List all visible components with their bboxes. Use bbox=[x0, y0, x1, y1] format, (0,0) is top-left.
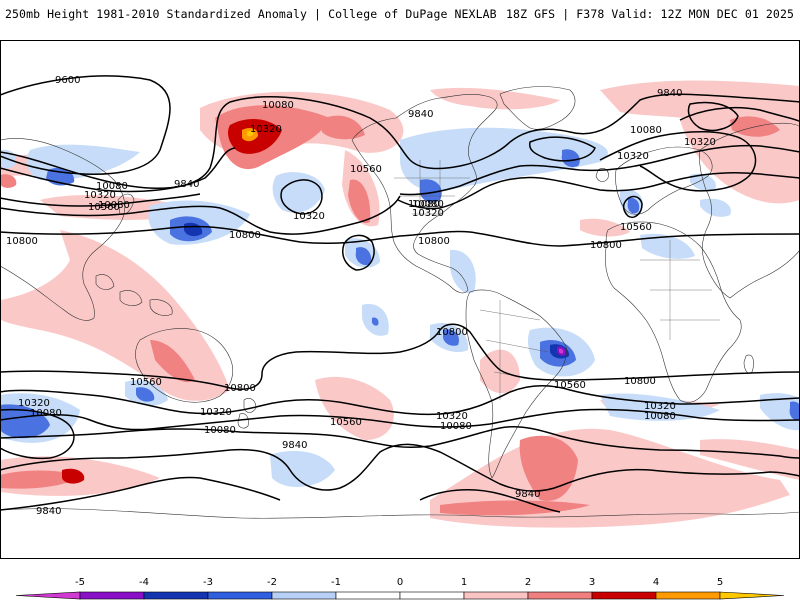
contour-label: 10800 bbox=[624, 376, 656, 387]
contour-label: 10560 bbox=[620, 222, 652, 233]
legend-segment bbox=[143, 591, 209, 600]
contour-label: 10320 bbox=[250, 124, 282, 135]
contour-labels: 9600 10080 10320 9840 10080 10320 9840 1… bbox=[6, 75, 716, 517]
legend-tick-label: -3 bbox=[203, 577, 213, 588]
contour-label: 10080 bbox=[408, 199, 440, 210]
contour-label: 10560 bbox=[88, 202, 120, 213]
contour-label: 10320 bbox=[617, 151, 649, 162]
legend-color-bar bbox=[15, 591, 785, 600]
model-run-info: 18Z GFS | F378 Valid: 12Z MON DEC 01 202… bbox=[506, 7, 794, 21]
contour-label: 10800 bbox=[224, 383, 256, 394]
contour-label: 10800 bbox=[6, 236, 38, 247]
contour-label: 10080 bbox=[30, 408, 62, 419]
height-contours bbox=[0, 75, 800, 513]
contour-label: 10080 bbox=[412, 199, 444, 210]
contour-label: 10080 bbox=[262, 100, 294, 111]
legend-tick-label: -2 bbox=[267, 577, 277, 588]
contour-label: 10320 bbox=[436, 411, 468, 422]
contour-label: 10080 bbox=[440, 421, 472, 432]
contour-label: 9840 bbox=[515, 489, 540, 500]
contour-label: 9840 bbox=[657, 88, 682, 99]
legend-segment bbox=[655, 591, 721, 600]
legend-tick-label: -4 bbox=[139, 577, 149, 588]
legend-tick-label: 4 bbox=[653, 577, 659, 588]
contour-label: 10560 bbox=[130, 377, 162, 388]
legend-segment bbox=[399, 591, 465, 600]
legend-segment bbox=[527, 591, 593, 600]
contour-label: 10320 bbox=[684, 137, 716, 148]
contour-label: 10800 bbox=[436, 327, 468, 338]
contour-label: 10560 bbox=[554, 380, 586, 391]
contour-label: 10080 bbox=[204, 425, 236, 436]
legend-tick-label: 3 bbox=[589, 577, 595, 588]
contour-label: 10800 bbox=[229, 230, 261, 241]
contour-label: 10080 bbox=[644, 411, 676, 422]
contour-label: 10320 bbox=[84, 190, 116, 201]
contour-label: 9840 bbox=[408, 109, 433, 120]
contour-label: 10800 bbox=[590, 240, 622, 251]
color-scale-legend: -5 -4 -3 -2 -1 0 1 2 3 4 5 bbox=[15, 577, 785, 600]
contour-label: 9840 bbox=[36, 506, 61, 517]
legend-tick-label: 0 bbox=[397, 577, 403, 588]
legend-tick-label: -1 bbox=[331, 577, 341, 588]
legend-segment bbox=[207, 591, 273, 600]
legend-segment bbox=[719, 591, 785, 600]
legend-tick-label: -5 bbox=[75, 577, 85, 588]
legend-segment bbox=[79, 591, 145, 600]
contour-label: 10800 bbox=[418, 236, 450, 247]
contour-label: 9840 bbox=[282, 440, 307, 451]
political-borders bbox=[394, 160, 720, 400]
legend-ticks: -5 -4 -3 -2 -1 0 1 2 3 4 5 bbox=[75, 577, 723, 588]
legend-segment bbox=[335, 591, 401, 600]
legend-segment bbox=[15, 591, 81, 600]
contour-label: 10320 bbox=[644, 401, 676, 412]
contour-label: 9600 bbox=[55, 75, 80, 86]
anomaly-shading bbox=[0, 80, 800, 528]
contour-label: 10080 bbox=[98, 200, 130, 211]
contour-label: 10560 bbox=[330, 417, 362, 428]
contour-label: 10320 bbox=[18, 398, 50, 409]
legend-segment bbox=[591, 591, 657, 600]
contour-label: 10320 bbox=[412, 208, 444, 219]
contour-label: 10560 bbox=[350, 164, 382, 175]
contour-label: 10080 bbox=[630, 125, 662, 136]
legend-segment bbox=[271, 591, 337, 600]
map-title: 250mb Height 1981-2010 Standardized Anom… bbox=[5, 7, 497, 21]
contour-label: 10080 bbox=[96, 181, 128, 192]
contour-label: 10320 bbox=[293, 211, 325, 222]
legend-tick-label: 1 bbox=[461, 577, 467, 588]
contour-label: 9840 bbox=[174, 179, 199, 190]
contour-label: 10320 bbox=[200, 407, 232, 418]
legend-tick-label: 5 bbox=[717, 577, 723, 588]
legend-segment bbox=[463, 591, 529, 600]
coastlines bbox=[0, 86, 800, 519]
anomaly-map: 9600 10080 10320 9840 10080 10320 9840 1… bbox=[0, 40, 800, 559]
legend-tick-label: 2 bbox=[525, 577, 531, 588]
